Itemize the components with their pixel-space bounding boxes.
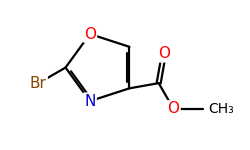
Text: N: N [84,94,96,109]
Text: Br: Br [30,76,47,91]
Text: O: O [168,101,179,116]
Text: CH₃: CH₃ [208,102,234,116]
Text: O: O [84,27,96,42]
Text: O: O [158,46,170,61]
